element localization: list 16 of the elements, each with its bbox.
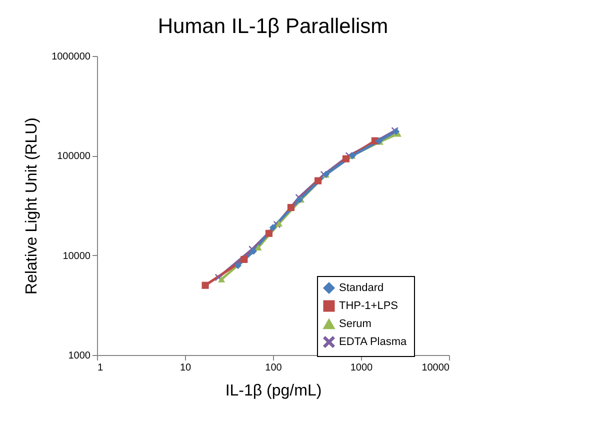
legend-label: Serum bbox=[339, 318, 372, 330]
x-tick-label: 10 bbox=[180, 362, 192, 374]
chart-title: Human IL-1β Parallelism bbox=[158, 15, 388, 38]
y-tick-label: 10000 bbox=[62, 250, 91, 262]
x-axis-title: IL-1β (pg/mL) bbox=[225, 382, 322, 400]
x-tick-label: 100 bbox=[265, 362, 282, 374]
y-tick-label: 1000000 bbox=[52, 52, 91, 62]
y-tick-label: 1000 bbox=[68, 350, 91, 362]
legend-label: EDTA Plasma bbox=[339, 336, 408, 348]
y-tick-label: 100000 bbox=[57, 151, 91, 162]
legend-label: THP-1+LPS bbox=[339, 300, 398, 312]
legend-label: Standard bbox=[339, 282, 384, 294]
x-tick-label: 10000 bbox=[422, 362, 450, 374]
y-axis-title: Relative Light Unit (RLU) bbox=[24, 118, 41, 294]
x-tick-label: 1000 bbox=[350, 362, 374, 374]
x-tick-label: 1 bbox=[98, 362, 104, 374]
